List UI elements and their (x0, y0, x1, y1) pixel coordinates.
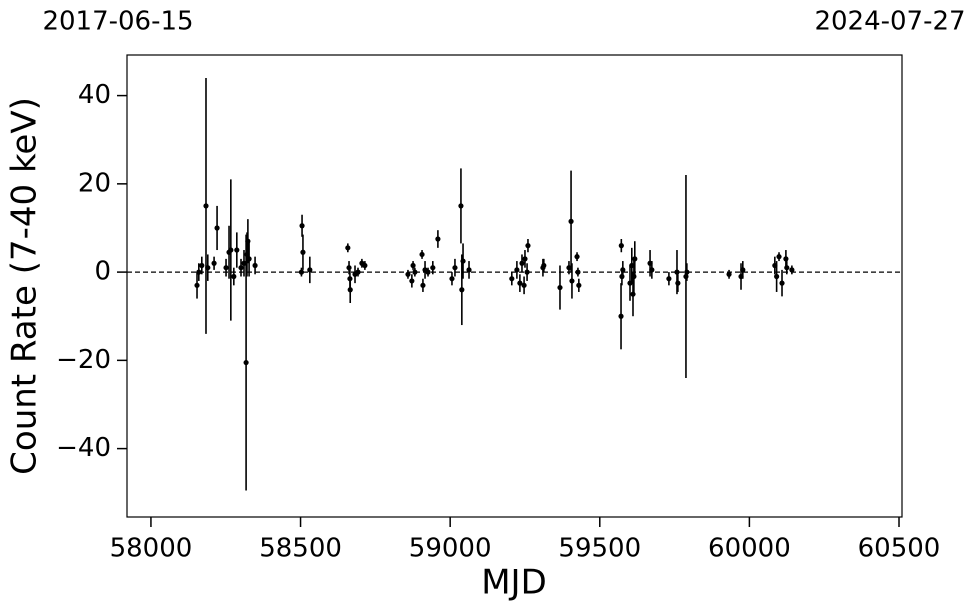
plot-frame (126, 54, 903, 518)
data-point (300, 249, 306, 255)
data-point (228, 247, 234, 253)
data-point (519, 260, 525, 266)
data-point (243, 359, 249, 366)
data-point (525, 243, 531, 249)
data-point (459, 287, 465, 293)
data-point (784, 265, 790, 271)
top-date-label: 2017-06-15 (42, 7, 193, 37)
data-point (632, 256, 638, 262)
data-point (740, 267, 746, 273)
data-point (684, 269, 690, 275)
data-point (514, 267, 520, 273)
x-axis-label: MJD (481, 563, 547, 603)
data-point (346, 265, 352, 271)
data-point (568, 218, 574, 224)
data-point (449, 276, 455, 282)
data-point (619, 273, 625, 280)
data-point (674, 269, 680, 275)
y-tick-label: −20 (56, 345, 111, 375)
data-point (194, 282, 200, 288)
data-point (203, 203, 209, 209)
data-point (362, 262, 368, 269)
data-point (569, 278, 575, 284)
x-tick-label: 60500 (858, 534, 941, 564)
data-point (246, 256, 252, 262)
data-point (211, 260, 217, 266)
data-point (223, 265, 229, 271)
data-point (649, 267, 655, 273)
x-tick-label: 58000 (110, 534, 193, 564)
data-point (460, 258, 466, 264)
data-point (779, 280, 785, 286)
data-point (252, 262, 258, 269)
y-tick-label: 20 (78, 168, 111, 198)
x-tick-label: 60000 (708, 534, 791, 564)
y-tick-label: 0 (94, 257, 111, 287)
x-tick-label: 59000 (409, 534, 492, 564)
data-point (522, 256, 528, 262)
data-point (618, 313, 624, 319)
data-point (774, 273, 780, 280)
data-point (412, 269, 418, 275)
data-point (299, 223, 305, 229)
data-point (205, 265, 211, 271)
data-point (435, 236, 441, 242)
data-point (298, 269, 305, 275)
data-point (675, 280, 681, 286)
data-point (541, 262, 547, 269)
x-tick-label: 58500 (259, 534, 342, 564)
top-date-label: 2024-07-27 (814, 7, 965, 37)
data-point (574, 254, 580, 260)
data-point (620, 267, 626, 273)
data-point (783, 256, 789, 262)
data-point (405, 271, 411, 277)
data-point (630, 291, 636, 297)
data-point (524, 269, 530, 275)
data-point (419, 251, 425, 258)
data-point (238, 265, 244, 271)
data-point (631, 273, 637, 280)
data-point (509, 276, 515, 282)
y-tick-label: 40 (78, 80, 111, 110)
data-point (410, 262, 416, 269)
data-point (355, 269, 361, 275)
data-point (726, 271, 732, 277)
y-axis-label: Count Rate (7-40 keV) (5, 97, 45, 475)
x-tick-label: 59500 (558, 534, 641, 564)
data-point (458, 203, 464, 209)
data-point (452, 265, 458, 271)
data-point (430, 265, 436, 271)
data-point (425, 269, 431, 275)
data-point (234, 247, 240, 253)
data-point (776, 254, 782, 260)
data-point (557, 284, 563, 291)
y-tick-label: −40 (56, 433, 111, 463)
data-point (576, 282, 582, 288)
data-point (214, 225, 220, 231)
data-point (409, 278, 415, 284)
data-point (683, 273, 689, 280)
data-point (789, 267, 795, 273)
data-point (466, 267, 472, 273)
data-point (666, 276, 672, 282)
data-point (420, 282, 426, 288)
data-point (618, 243, 624, 249)
data-point (199, 262, 205, 269)
data-point (575, 269, 581, 275)
data-point (307, 267, 313, 273)
data-point (347, 287, 353, 293)
data-point (521, 282, 527, 288)
data-point (196, 269, 202, 275)
data-point (345, 245, 351, 251)
data-point (231, 273, 237, 280)
data-point (517, 280, 523, 286)
